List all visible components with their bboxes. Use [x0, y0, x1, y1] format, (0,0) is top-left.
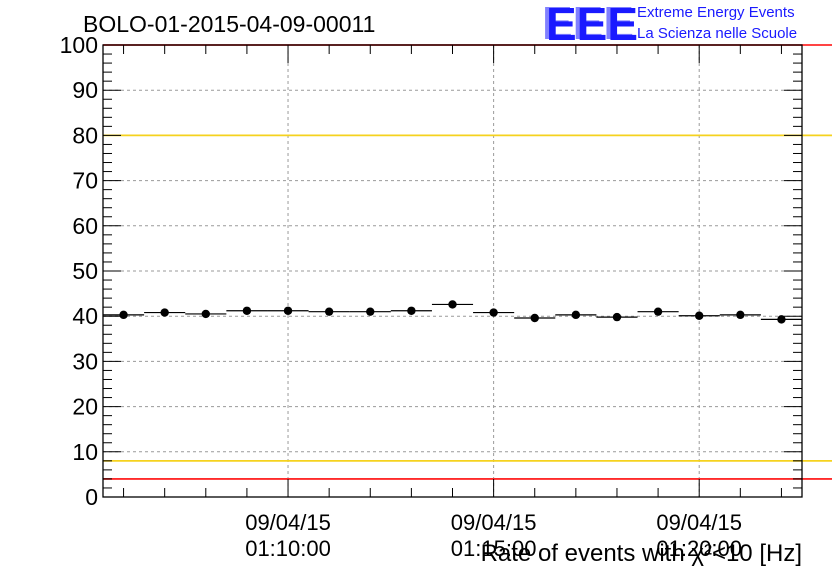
- data-points: [103, 300, 802, 324]
- x-tick-date: 09/04/15: [245, 510, 331, 535]
- data-point: [653, 307, 663, 316]
- y-tick-label: 50: [72, 258, 98, 284]
- data-point: [201, 309, 210, 319]
- x-tick-time: 01:10:00: [245, 536, 331, 561]
- data-point: [366, 307, 375, 316]
- x-tick-date: 09/04/15: [656, 510, 742, 535]
- logo-line-1: Extreme Energy Events: [637, 4, 795, 21]
- data-point: [242, 306, 252, 315]
- data-point: [283, 306, 293, 315]
- data-point: [489, 308, 498, 317]
- eee-logo-mark: EEE: [546, 0, 638, 50]
- y-tick-label: 100: [60, 32, 98, 58]
- eee-logo: EEE EEE Extreme Energy Events La Scienza…: [542, 0, 797, 50]
- x-tick-time: 01:20:00: [656, 536, 742, 561]
- y-tick-label: 0: [85, 484, 98, 510]
- data-point: [736, 310, 745, 320]
- data-point: [530, 313, 539, 323]
- y-tick-label: 30: [72, 348, 98, 374]
- y-tick-label: 70: [72, 168, 98, 194]
- y-tick-label: 20: [72, 394, 98, 420]
- data-point: [324, 307, 334, 316]
- data-point: [160, 308, 169, 317]
- y-tick-label: 60: [72, 213, 98, 239]
- y-tick-label: 90: [72, 77, 98, 103]
- data-point: [448, 300, 457, 309]
- x-tick-date: 09/04/15: [451, 510, 537, 535]
- chart-title: BOLO-01-2015-04-09-00011: [83, 11, 375, 37]
- x-tick-time: 01:15:00: [451, 536, 537, 561]
- y-tick-label: 10: [72, 439, 98, 465]
- eee-logo-shadow: EEE: [542, 0, 634, 49]
- data-point: [777, 315, 786, 324]
- data-point: [119, 310, 128, 320]
- data-point: [695, 311, 704, 320]
- data-point: [612, 312, 622, 322]
- data-point: [407, 306, 416, 315]
- data-point: [571, 310, 581, 320]
- logo-line-2: La Scienza nelle Scuole: [637, 25, 797, 42]
- y-tick-label: 80: [72, 122, 98, 148]
- y-axis-label: Rate of events with χ²<10 [Hz]: [481, 540, 802, 567]
- x-tick-labels: 09/04/1501:10:0009/04/1501:15:0009/04/15…: [245, 510, 742, 561]
- y-tick-labels: 0 10 20 30 40 50 60 70 80 90 100: [60, 32, 98, 510]
- axis-ticks: [103, 44, 802, 498]
- y-tick-label: 40: [72, 303, 98, 329]
